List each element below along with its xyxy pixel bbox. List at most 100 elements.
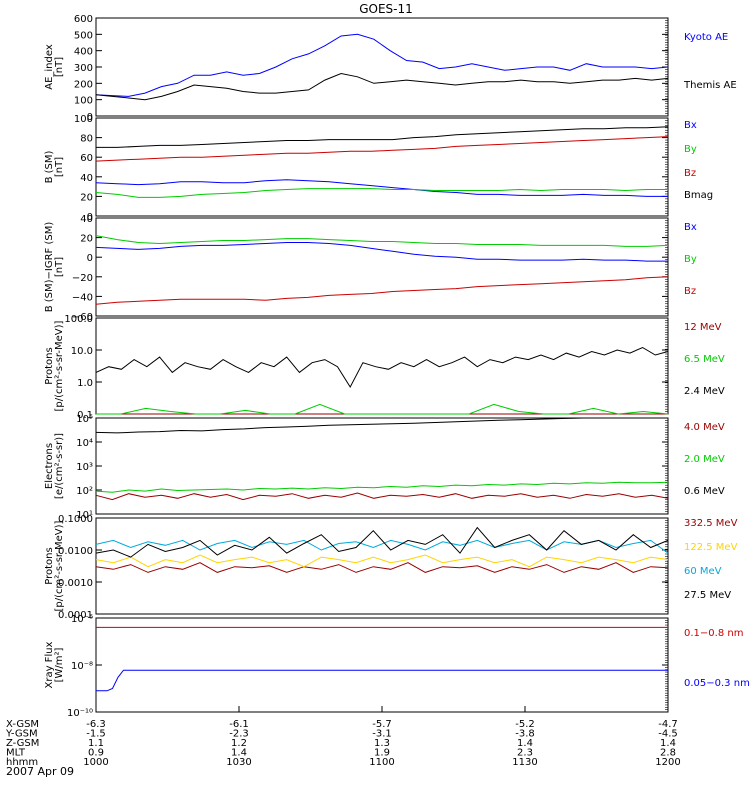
y-tick-label: 200 (74, 79, 93, 90)
series-line (95, 492, 669, 501)
panel-frame (95, 117, 669, 217)
x-row-value: -3.1 (372, 729, 392, 740)
y-axis-label: [p/(cm²-s-sr-MeV)] (54, 320, 65, 411)
panel-bigrf: 40 20 0 −20 −40 −60 B (SM)−IGRF (SM) [nT] Bx By Bz (44, 214, 697, 323)
series-line (95, 72, 669, 101)
y-axis-label: Xray Flux (44, 641, 55, 688)
series-line (95, 417, 668, 434)
series-line (95, 235, 669, 247)
y-tick-label: 10⁻⁸ (71, 661, 93, 672)
y-tick-label: 0 (87, 212, 93, 223)
series-line (96, 669, 668, 692)
y-tick-label: 0.1000 (58, 514, 93, 525)
series-line (95, 179, 668, 197)
y-tick-label: 1.0 (77, 378, 93, 389)
panel-bsm: 100 80 60 40 20 0 B (SM) [nT] Bx By Bz Bmag (44, 114, 713, 223)
series-line (95, 136, 669, 162)
x-row-value: 2.3 (517, 748, 533, 759)
x-row-value: 1.2 (231, 738, 247, 749)
series-line (95, 481, 669, 493)
y-tick-label: 400 (74, 47, 93, 58)
series-line (95, 526, 669, 558)
x-row-value: 1.4 (517, 738, 533, 749)
legend-label: 6.5 MeV (684, 354, 725, 365)
x-row-value: 1.9 (374, 748, 390, 759)
x-row-value: 2.8 (660, 748, 676, 759)
x-row-value: 1000 (83, 757, 108, 768)
y-axis-label: B (SM)−IGRF (SM) (44, 222, 55, 313)
y-tick-label: 600 (74, 14, 93, 25)
series-line (95, 188, 668, 198)
x-row-value: 1.3 (374, 738, 390, 749)
legend-label: 0.05−0.3 nm (684, 678, 750, 689)
y-axis-label: [nT] (54, 157, 65, 177)
x-row-value: -4.5 (658, 729, 678, 740)
y-axis-label: [nT] (54, 57, 65, 77)
x-row-value: 0.9 (88, 748, 104, 759)
y-tick-label: 0 (87, 253, 93, 264)
y-tick-label: 100 (74, 114, 93, 125)
x-row-value: 1200 (655, 757, 680, 768)
legend-label: 12 MeV (684, 322, 722, 333)
y-tick-label: −20 (72, 273, 93, 284)
y-axis-label: [p/(cm²-s-sr-MeV)] (54, 520, 65, 611)
y-tick-label: 10⁻¹⁰ (67, 708, 93, 719)
y-tick-label: 0.0010 (58, 578, 93, 589)
x-row-value: 1.4 (660, 738, 676, 749)
panel-protons1: 100.0 10.0 1.0 0.1 Protons [p/(cm²-s-sr-MeV)]… (44, 314, 725, 421)
series-line (95, 33, 669, 97)
y-tick-label: 500 (74, 30, 93, 41)
x-row-value: 1030 (226, 757, 251, 768)
legend-label: Kyoto AE (684, 32, 728, 43)
y-tick-label: 10³ (76, 462, 93, 473)
y-tick-label: 10¹ (76, 510, 93, 521)
series-line (96, 126, 669, 148)
x-row-value: -1.5 (86, 729, 106, 740)
x-row-value: -5.7 (372, 719, 392, 730)
x-row-value: 1.1 (88, 738, 104, 749)
y-tick-label: 0.0001 (58, 610, 93, 621)
y-tick-label: −60 (72, 312, 93, 323)
y-axis-label: [W/m²] (54, 647, 65, 682)
y-tick-label: 0.0100 (58, 546, 93, 557)
x-row-value: 1.4 (231, 748, 247, 759)
y-axis-label: Protons (44, 547, 55, 584)
x-row-value: -2.3 (229, 729, 249, 740)
legend-label: 2.4 MeV (684, 386, 725, 397)
panel-frame (95, 417, 669, 515)
legend-label: Bmag (684, 190, 713, 201)
series-line (95, 554, 669, 568)
x-row-value: -6.1 (229, 719, 249, 730)
y-axis-label: AE_index (44, 44, 55, 90)
x-row-value: -4.7 (658, 719, 678, 730)
x-row-value: -6.3 (86, 719, 106, 730)
y-tick-label: 40 (80, 173, 93, 184)
series-line (95, 276, 669, 305)
x-row-label: Y-GSM (5, 729, 38, 740)
y-tick-label: 0.1 (77, 410, 93, 421)
y-tick-label: 10⁻⁶ (71, 614, 93, 625)
legend-label: 122.5 MeV (684, 542, 738, 553)
legend-label: 27.5 MeV (684, 590, 731, 601)
x-axis-labels: X-GSM -6.3 -6.1 -5.7 -5.2 -4.7 Y-GSM -1.5 -2.3 -3… (5, 706, 681, 768)
y-tick-label: 40 (80, 214, 93, 225)
panel-frame (95, 17, 669, 117)
y-tick-label: 20 (80, 234, 93, 245)
plot-title: GOES-11 (359, 2, 413, 16)
footer-date: 2007 Apr 09 (6, 765, 74, 778)
series-line (95, 346, 669, 389)
y-tick-label: 100 (74, 96, 93, 107)
y-axis-label: B (SM) (44, 150, 55, 183)
legend-label: Bz (684, 286, 696, 297)
x-row-value: -3.8 (515, 729, 535, 740)
panel-xray: 10⁻⁶ 10⁻⁸ 10⁻¹⁰ Xray Flux [W/m²] 0.1−0.8 nm 0.… (44, 614, 750, 719)
legend-label: 2.0 MeV (684, 454, 725, 465)
legend-label: Bz (684, 168, 696, 179)
y-axis-label: [e/(cm²-s-sr)] (54, 433, 65, 499)
x-row-value: -5.2 (515, 719, 535, 730)
y-tick-label: 60 (80, 153, 93, 164)
y-tick-label: −40 (72, 292, 93, 303)
y-tick-label: 300 (74, 63, 93, 74)
